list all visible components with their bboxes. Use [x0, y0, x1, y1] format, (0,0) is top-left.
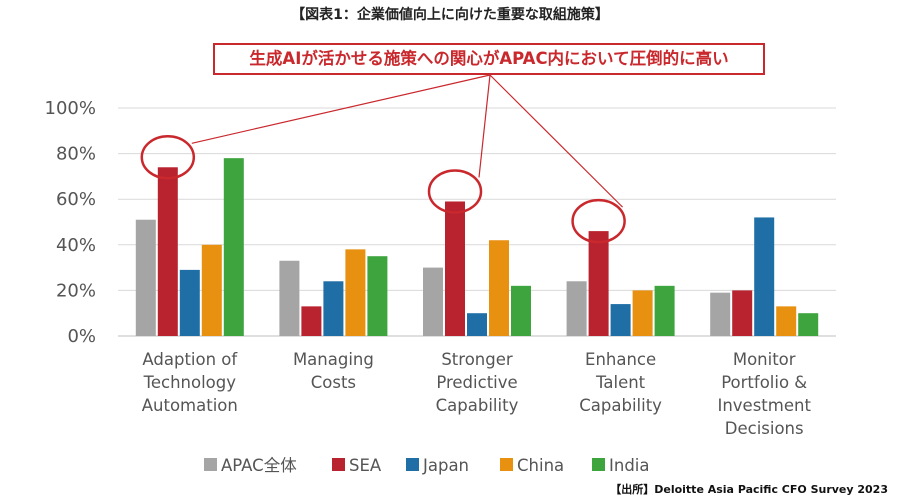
highlight-circle [427, 169, 483, 214]
category-label: Technology [143, 373, 237, 392]
legend-label: India [609, 456, 650, 475]
category-labels: Adaption of Technology Automation Managing C… [142, 350, 812, 438]
connector-line [191, 74, 491, 144]
y-tick-label: 60% [56, 189, 96, 210]
annotations [140, 74, 626, 244]
category-label: Monitor [733, 350, 796, 369]
bar [367, 256, 388, 336]
y-tick-label: 40% [56, 235, 96, 256]
bar [654, 285, 675, 336]
bar [467, 313, 487, 336]
bar [566, 281, 587, 336]
y-tick-label: 80% [56, 144, 96, 165]
bar [301, 306, 322, 336]
legend-label: Japan [422, 456, 469, 475]
legend-swatch [406, 458, 419, 471]
y-tick-label: 20% [56, 280, 96, 301]
category-label: Capability [579, 396, 662, 415]
chart-title: 【図表1：企業価値向上に向けた重要な取組施策】 [291, 7, 609, 23]
y-tick-label: 0% [67, 326, 96, 347]
legend-label: SEA [349, 456, 382, 475]
legend-swatch [592, 458, 605, 471]
highlight-circle [140, 135, 196, 180]
bar [798, 313, 819, 336]
bar [201, 244, 222, 336]
category-label: Adaption of [142, 350, 238, 369]
bar [279, 260, 300, 336]
category-label: Investment [717, 396, 811, 415]
category-label: Predictive [436, 373, 517, 392]
category-label: Capability [436, 396, 519, 415]
legend-swatch [204, 458, 217, 471]
y-axis-ticks: 0% 20% 40% 60% 80% 100% [45, 98, 96, 347]
bar [323, 281, 344, 336]
source-note: 【出所】Deloitte Asia Pacific CFO Survey 202… [610, 483, 888, 496]
legend-swatch [500, 458, 513, 471]
bar [588, 231, 609, 336]
legend-label: China [517, 456, 564, 475]
bar [632, 290, 653, 336]
category-label: Costs [311, 373, 356, 392]
bar [157, 167, 178, 336]
bar [610, 304, 631, 336]
legend-swatch [332, 458, 345, 471]
category-label: Managing [293, 350, 374, 369]
category-label: Automation [142, 396, 238, 415]
bar [445, 201, 465, 336]
legend-label: APAC全体 [221, 456, 297, 475]
bar [345, 249, 366, 336]
bar [489, 240, 509, 336]
bars [135, 158, 819, 336]
bar [511, 285, 531, 336]
bar [179, 269, 200, 336]
callout-box: 生成AIが活かせる施策への関心がAPAC内において圧倒的に高い [213, 43, 765, 75]
bar [423, 267, 443, 336]
y-tick-label: 100% [45, 98, 96, 119]
category-label: Talent [595, 373, 646, 392]
bar [776, 306, 797, 336]
bar [732, 290, 753, 336]
category-label: Decisions [725, 419, 804, 438]
bar [223, 158, 244, 336]
category-label: Portfolio & [721, 373, 807, 392]
highlight-circle [571, 198, 626, 244]
connector-line [489, 74, 624, 208]
legend: APAC全体 SEA Japan China India [204, 456, 650, 475]
category-label: Stronger [441, 350, 513, 369]
connector-line [478, 74, 491, 178]
category-label: Enhance [585, 350, 656, 369]
bar [135, 219, 156, 336]
bar [754, 217, 775, 336]
bar [710, 292, 731, 336]
